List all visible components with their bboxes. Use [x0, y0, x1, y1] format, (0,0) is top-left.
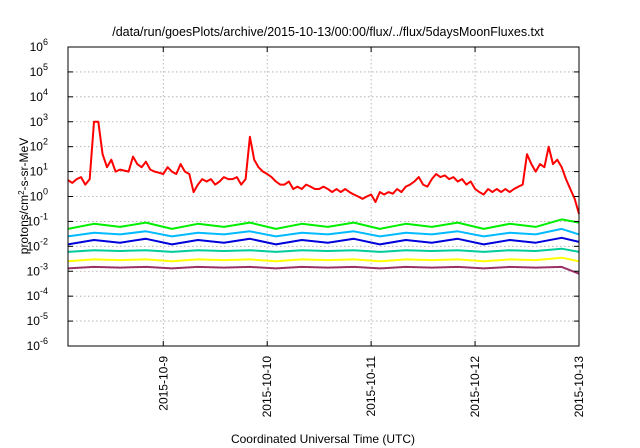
y-tick-base: 10 [27, 239, 41, 253]
y-tick-label: 104 [30, 87, 48, 104]
x-axis-label: Coordinated Universal Time (UTC) [231, 432, 415, 446]
flux-series-line [67, 256, 580, 263]
flux-series-line [67, 227, 580, 238]
y-axis-label-prefix: protons/cm [17, 195, 31, 254]
x-tick-label: 2015-10-11 [364, 356, 378, 417]
x-tick-label: 2015-10-12 [468, 356, 482, 418]
series-layer [67, 120, 580, 275]
y-tick-exponent: 5 [43, 62, 48, 72]
y-tick-base: 10 [27, 339, 41, 353]
y-tick-exponent: -2 [40, 236, 48, 246]
flux-series-line [67, 236, 580, 246]
y-tick-label: 10-2 [27, 236, 48, 253]
y-tick-exponent: 6 [43, 37, 48, 47]
y-tick-label: 10-4 [27, 286, 48, 303]
y-tick-label: 10-1 [27, 211, 48, 228]
y-axis-label-sup: 2 [17, 190, 26, 195]
y-tick-base: 10 [30, 115, 44, 129]
y-axis-label: protons/cm2-s-sr-MeV [17, 138, 32, 254]
grid [68, 47, 579, 346]
y-tick-exponent: 2 [43, 137, 48, 147]
y-tick-base: 10 [27, 214, 41, 228]
y-tick-label: 10-3 [27, 261, 48, 278]
flux-series-line [67, 265, 580, 275]
flux-series-line [67, 247, 580, 253]
x-tick-label: 2015-10-10 [260, 356, 274, 418]
chart-title: /data/run/goesPlots/archive/2015-10-13/0… [112, 25, 544, 39]
y-tick-label: 100 [30, 187, 48, 204]
y-tick-base: 10 [30, 140, 44, 154]
y-tick-exponent: 0 [43, 187, 48, 197]
y-tick-exponent: -4 [40, 286, 48, 296]
y-tick-label: 10-6 [27, 336, 48, 353]
x-tick-label: 2015-10-9 [156, 356, 170, 411]
y-tick-base: 10 [30, 165, 44, 179]
flux-series-line [67, 218, 580, 230]
y-tick-exponent: -3 [40, 261, 48, 271]
y-tick-label: 103 [30, 112, 48, 129]
y-tick-label: 10-5 [27, 311, 48, 328]
y-axis-label-suffix: -s-sr-MeV [17, 138, 31, 191]
y-tick-exponent: 1 [43, 162, 48, 172]
x-tick-label: 2015-10-13 [572, 356, 586, 418]
y-tick-label: 102 [30, 137, 48, 154]
y-tick-exponent: -5 [40, 311, 48, 321]
y-tick-exponent: -1 [40, 211, 48, 221]
y-tick-base: 10 [30, 190, 44, 204]
y-tick-base: 10 [30, 40, 44, 54]
y-tick-label: 105 [30, 62, 48, 79]
y-tick-base: 10 [27, 289, 41, 303]
flux-series-line [67, 120, 580, 215]
y-tick-exponent: 4 [43, 87, 48, 97]
y-axis: 10-610-510-410-310-210-11001011021031041… [27, 37, 579, 353]
y-tick-base: 10 [27, 314, 41, 328]
y-tick-exponent: 3 [43, 112, 48, 122]
y-tick-label: 106 [30, 37, 48, 54]
y-tick-exponent: -6 [40, 336, 48, 346]
x-axis: 2015-10-9 2015-10-10 2015-10-11 2015-10-12 2… [156, 47, 586, 417]
y-tick-label: 101 [30, 162, 48, 179]
y-tick-base: 10 [30, 65, 44, 79]
y-tick-base: 10 [27, 264, 41, 278]
y-tick-base: 10 [30, 90, 44, 104]
